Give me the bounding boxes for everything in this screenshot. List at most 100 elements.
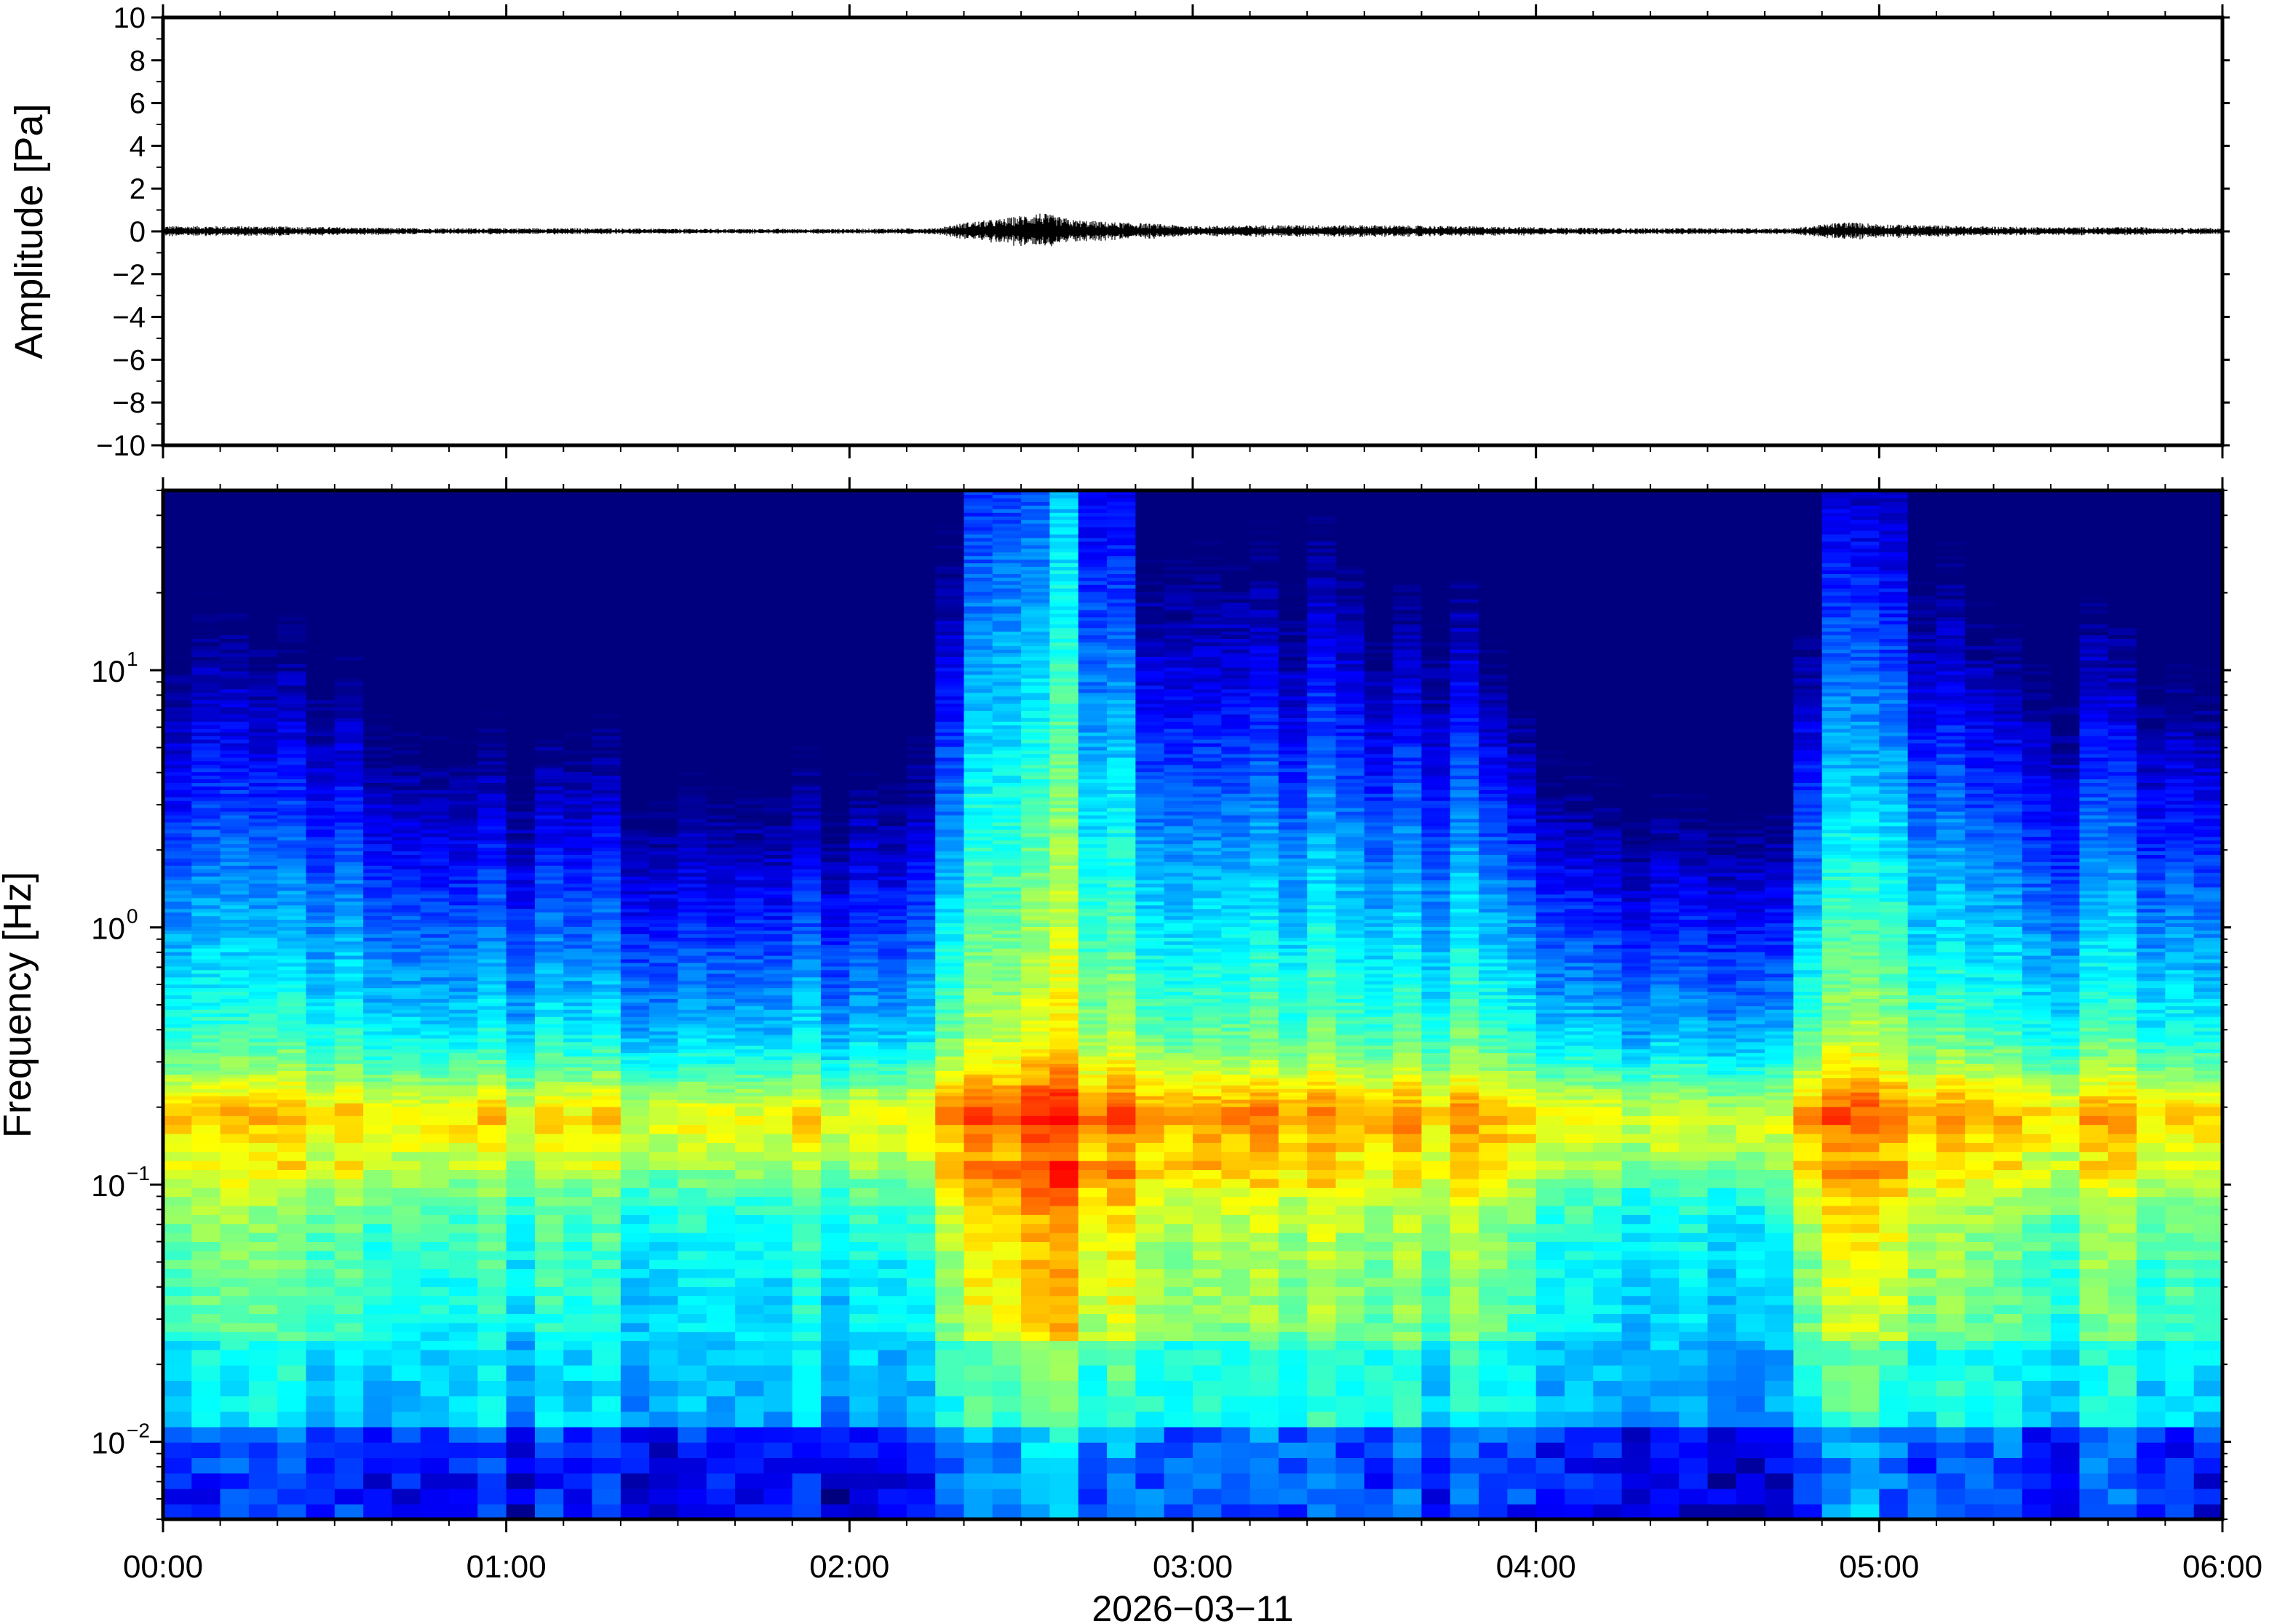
- spectrogram-cell: [677, 966, 707, 971]
- spectrogram-cell: [306, 1019, 335, 1024]
- spectrogram-cell: [248, 1488, 279, 1505]
- spectrogram-cell: [620, 742, 650, 747]
- spectrogram-cell: [534, 577, 565, 581]
- spectrogram-cell: [620, 1016, 650, 1021]
- spectrogram-cell: [392, 980, 421, 985]
- spectrogram-cell: [449, 836, 479, 841]
- spectrogram-cell: [392, 714, 421, 718]
- spectrogram-cell: [735, 1078, 765, 1082]
- spectrogram-cell: [735, 663, 765, 668]
- spectrogram-cell: [649, 955, 679, 960]
- spectrogram-cell: [363, 490, 393, 495]
- y-tick-label: 4: [130, 130, 146, 162]
- spectrogram-cell: [334, 642, 364, 646]
- spectrogram-cell: [763, 1178, 793, 1188]
- spectrogram-cell: [306, 818, 335, 823]
- spectrogram-cell: [534, 555, 565, 560]
- spectrogram-cell: [477, 659, 507, 664]
- spectrogram-cell: [334, 886, 364, 891]
- spectrogram-cell: [248, 1045, 279, 1050]
- spectrogram-cell: [477, 555, 507, 560]
- spectrogram-cell: [449, 1091, 479, 1096]
- spectrogram-cell: [449, 1313, 479, 1324]
- spectrogram-cell: [792, 1080, 822, 1086]
- spectrogram-cell: [506, 1488, 536, 1505]
- spectrogram-cell: [477, 818, 507, 823]
- spectrogram-cell: [477, 980, 507, 985]
- spectrogram-cell: [763, 976, 793, 982]
- spectrogram-cell: [563, 624, 593, 629]
- spectrogram-cell: [449, 851, 479, 855]
- spectrogram-cell: [649, 735, 679, 740]
- spectrogram-cell: [706, 714, 736, 718]
- spectrogram-cell: [735, 1009, 765, 1014]
- spectrogram-cell: [449, 616, 479, 621]
- spectrogram-cell: [592, 1426, 621, 1443]
- spectrogram-cell: [248, 749, 279, 755]
- spectrogram-cell: [649, 865, 679, 869]
- spectrogram-cell: [792, 577, 822, 581]
- spectrogram-cell: [277, 825, 307, 830]
- spectrogram-cell: [477, 1038, 507, 1043]
- spectrogram-cell: [534, 1277, 565, 1287]
- spectrogram-cell: [563, 659, 593, 664]
- spectrogram-cell: [506, 649, 536, 653]
- spectrogram-cell: [420, 919, 450, 924]
- spectrogram-cell: [677, 522, 707, 528]
- spectrogram-cell: [449, 753, 479, 758]
- spectrogram-cell: [420, 1441, 450, 1458]
- spectrogram-cell: [277, 703, 307, 708]
- spectrogram-cell: [477, 803, 507, 808]
- spectrogram-cell: [363, 1078, 393, 1082]
- spectrogram-cell: [534, 735, 565, 740]
- spectrogram-cell: [649, 638, 679, 643]
- spectrogram-cell: [563, 642, 593, 646]
- spectrogram-cell: [334, 552, 364, 557]
- spectrogram-cell: [563, 858, 593, 862]
- spectrogram-cell: [191, 883, 221, 888]
- spectrogram-cell: [277, 605, 307, 610]
- spectrogram-cell: [763, 703, 793, 708]
- spectrogram-cell: [220, 818, 250, 823]
- spectrogram-cell: [220, 739, 250, 744]
- spectrogram-cell: [363, 1124, 393, 1134]
- spectrogram-cell: [220, 638, 250, 643]
- spectrogram-cell: [277, 893, 307, 899]
- spectrogram-cell: [220, 951, 250, 956]
- spectrogram-cell: [420, 991, 450, 996]
- spectrogram-cell: [334, 966, 364, 971]
- spectrogram-cell: [449, 1295, 479, 1305]
- spectrogram-cell: [392, 731, 421, 736]
- spectrogram-cell: [506, 739, 536, 744]
- spectrogram-cell: [506, 584, 536, 589]
- spectrogram-cell: [620, 537, 650, 542]
- spectrogram-cell: [334, 984, 364, 989]
- spectrogram-cell: [163, 645, 193, 650]
- spectrogram-cell: [563, 681, 593, 686]
- spectrogram-cell: [706, 721, 736, 725]
- spectrogram-cell: [334, 807, 364, 812]
- spectrogram-cell: [392, 789, 421, 794]
- spectrogram-cell: [191, 1223, 221, 1233]
- spectrogram-cell: [449, 1045, 479, 1050]
- spectrogram-cell: [735, 609, 765, 614]
- spectrogram-cell: [220, 631, 250, 636]
- spectrogram-cell: [534, 663, 565, 668]
- spectrogram-cell: [191, 1142, 221, 1153]
- spectrogram-cell: [534, 627, 565, 632]
- spectrogram-cell: [792, 1133, 822, 1143]
- spectrogram-cell: [792, 1099, 822, 1104]
- spectrogram-cell: [277, 699, 307, 704]
- spectrogram-cell: [392, 951, 421, 956]
- spectrogram-cell: [534, 1241, 565, 1251]
- spectrogram-cell: [191, 1295, 221, 1305]
- spectrogram-cell: [420, 717, 450, 722]
- spectrogram-cell: [792, 544, 822, 549]
- spectrogram-cell: [677, 1048, 707, 1054]
- spectrogram-cell: [363, 825, 393, 830]
- spectrogram-cell: [677, 940, 707, 945]
- spectrogram-cell: [449, 1349, 479, 1366]
- spectrogram-cell: [592, 879, 621, 884]
- spectrogram-cell: [620, 1488, 650, 1505]
- spectrogram-cell: [220, 1169, 250, 1179]
